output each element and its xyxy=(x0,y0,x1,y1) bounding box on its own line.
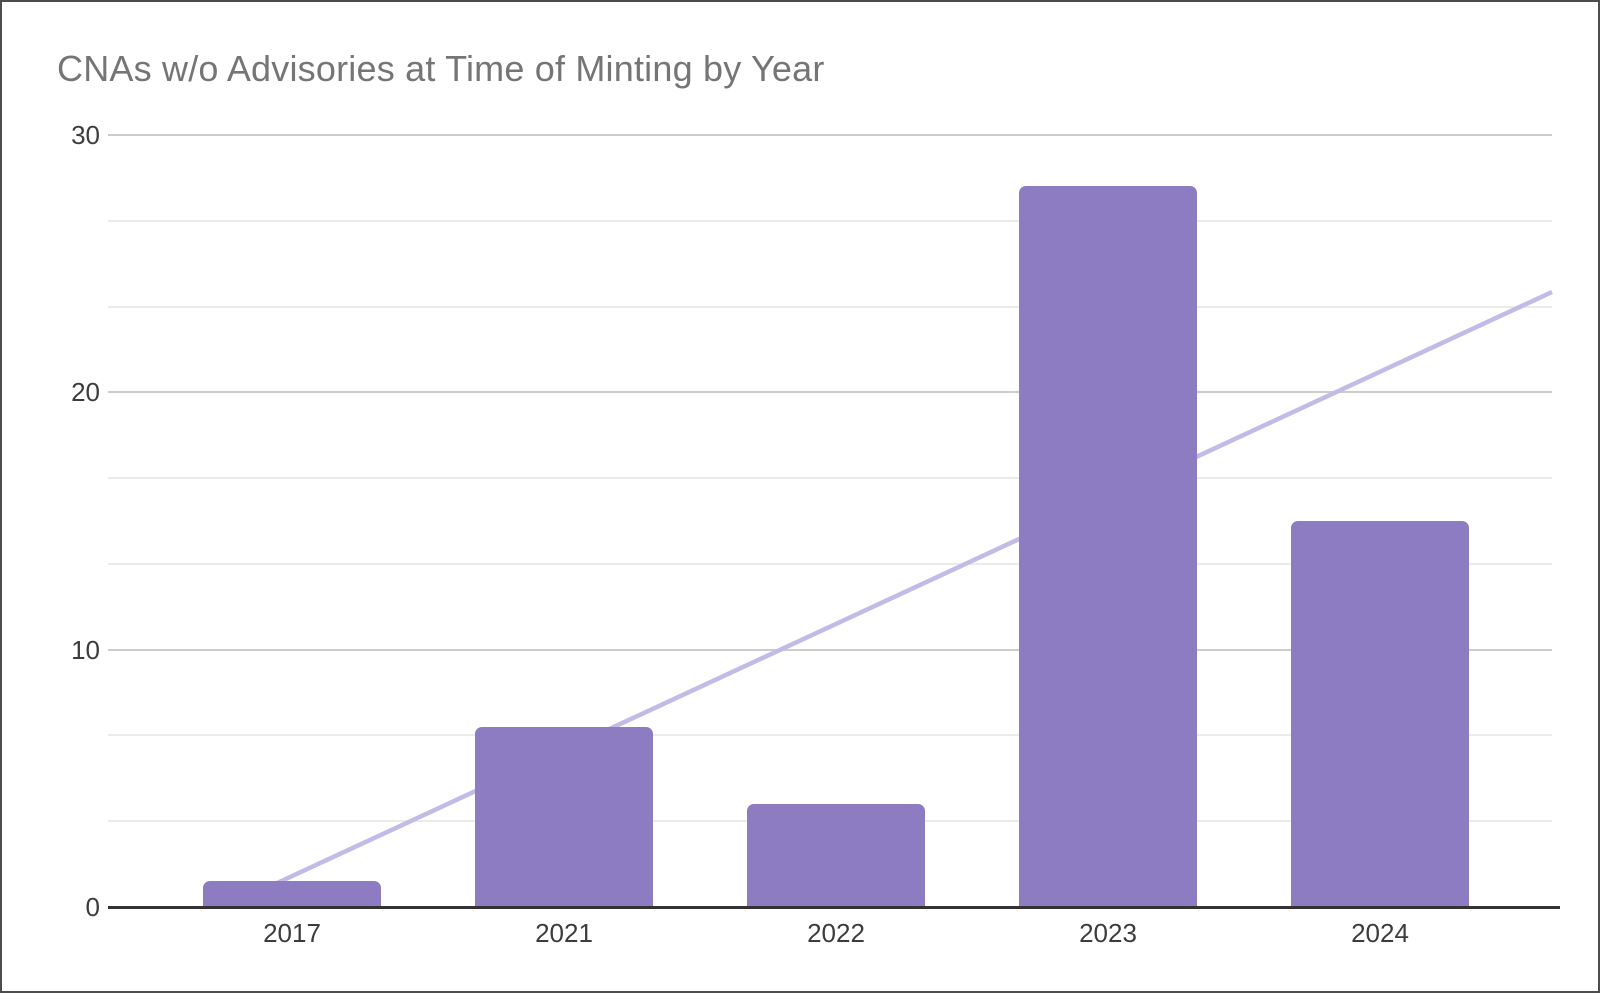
y-tick-label: 0 xyxy=(85,892,100,922)
bar-2022[interactable] xyxy=(747,804,925,907)
x-tick-label: 2022 xyxy=(807,918,865,948)
y-tick-label: 10 xyxy=(71,634,100,665)
major-gridline xyxy=(108,391,1552,394)
major-gridline xyxy=(108,134,1552,136)
minor-gridline xyxy=(108,305,1552,308)
minor-gridline xyxy=(108,219,1552,222)
bar-2023[interactable] xyxy=(1019,186,1197,907)
x-tick-label: 2023 xyxy=(1079,918,1137,948)
bar-2017[interactable] xyxy=(203,881,381,907)
y-tick-label: 30 xyxy=(71,120,100,150)
minor-gridline xyxy=(108,562,1552,565)
minor-gridline xyxy=(108,734,1552,737)
x-axis-line xyxy=(108,906,1560,909)
x-tick-label: 2021 xyxy=(535,918,593,948)
major-gridline xyxy=(108,648,1552,651)
bar-2024[interactable] xyxy=(1291,521,1469,907)
minor-gridline xyxy=(108,477,1552,480)
chart-title: CNAs w/o Advisories at Time of Minting b… xyxy=(57,48,825,89)
x-tick-label: 2017 xyxy=(263,918,321,948)
x-tick-label: 2024 xyxy=(1351,918,1409,948)
y-tick-label: 20 xyxy=(71,377,100,408)
bar-2021[interactable] xyxy=(475,726,653,907)
